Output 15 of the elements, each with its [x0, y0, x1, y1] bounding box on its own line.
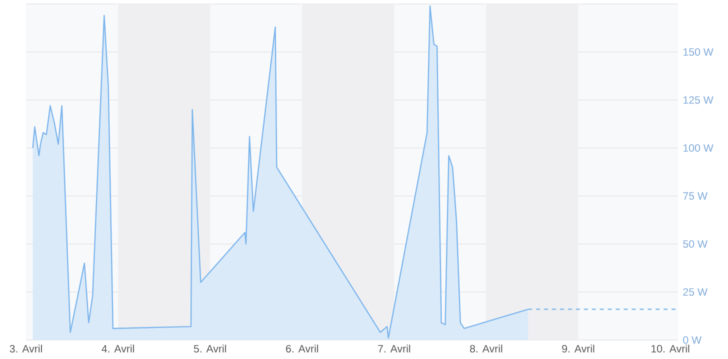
y-tick-label: 50 W	[683, 240, 708, 248]
x-tick-label: 9. Avril	[562, 344, 594, 352]
x-tick-label: 10. Avril	[652, 344, 690, 352]
x-tick-label: 7. Avril	[378, 344, 410, 352]
y-tick-label: 0 W	[683, 336, 702, 344]
x-tick-label: 6. Avril	[286, 344, 318, 352]
x-tick-label: 8. Avril	[470, 344, 502, 352]
x-tick-label: 4. Avril	[102, 344, 134, 352]
x-tick-label: 5. Avril	[194, 344, 226, 352]
y-tick-label: 100 W	[684, 144, 714, 152]
y-tick-label: 125 W	[684, 96, 714, 104]
x-tick-label: 3. Avril	[10, 344, 42, 352]
y-tick-label: 150 W	[684, 48, 714, 56]
y-tick-label: 25 W	[683, 288, 708, 296]
y-tick-label: 75 W	[683, 192, 708, 200]
